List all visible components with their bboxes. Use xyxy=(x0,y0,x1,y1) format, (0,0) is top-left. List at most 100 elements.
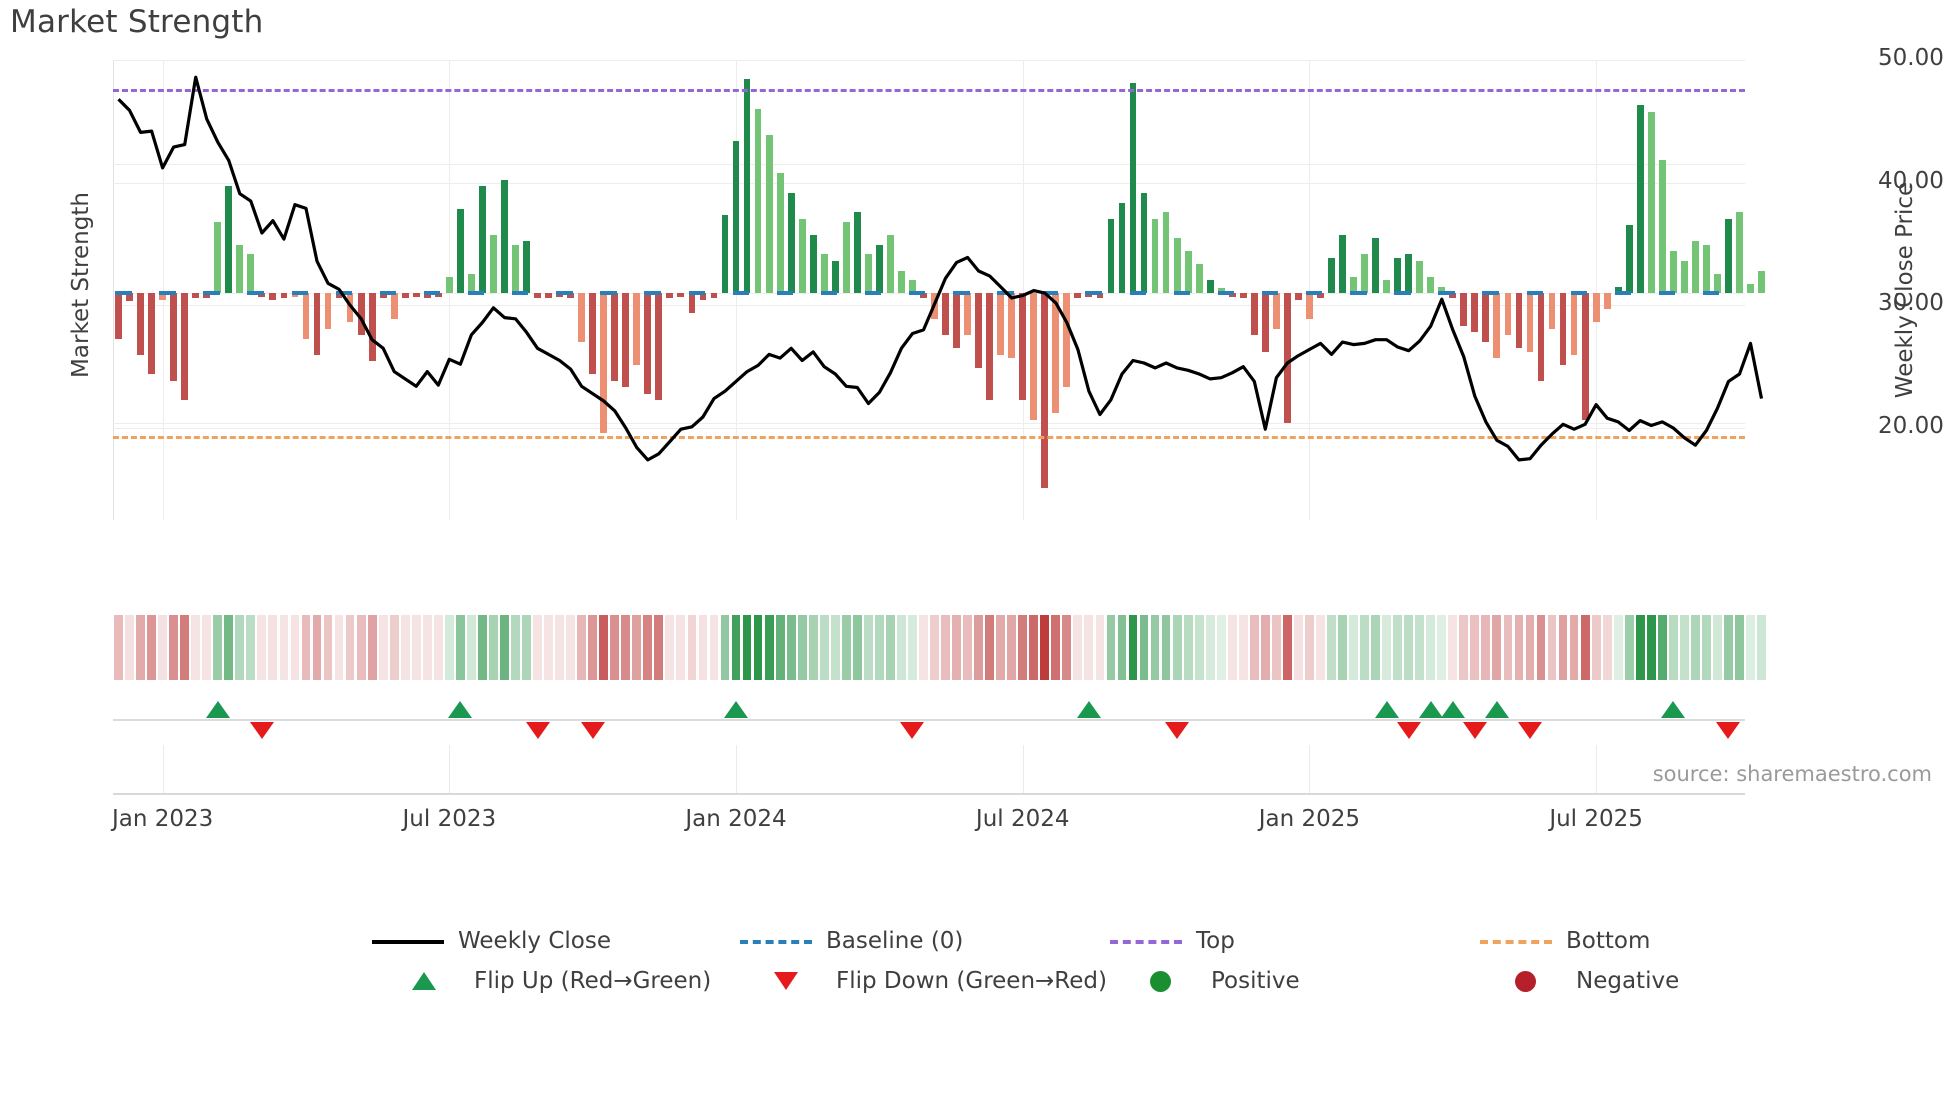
heatmap-cell-11 xyxy=(235,615,245,680)
heatmap-cell-91 xyxy=(1117,615,1127,680)
bar-3 xyxy=(148,293,155,375)
strength-heatmap-strip xyxy=(113,615,1766,680)
x-axis-line xyxy=(113,793,1745,795)
baseline-dash-36 xyxy=(512,291,529,296)
bar-41 xyxy=(567,293,575,299)
heatmap-cell-120 xyxy=(1437,615,1447,680)
baseline-dash-64 xyxy=(820,291,838,296)
heatmap-cell-10 xyxy=(224,615,234,680)
heatmap-cell-141 xyxy=(1668,615,1678,680)
legend-item-flip-up-red-green[interactable]: Flip Up (Red→Green) xyxy=(388,968,711,994)
legend-item-bottom[interactable]: Bottom xyxy=(1480,928,1650,954)
bar-68 xyxy=(864,254,872,294)
bar-37 xyxy=(523,241,530,294)
heatmap-cell-110 xyxy=(1327,615,1336,680)
y-tick-right-1: 40.00 xyxy=(1878,167,1944,194)
bar-129 xyxy=(1537,293,1545,381)
bar-118 xyxy=(1416,260,1424,294)
heatmap-cell-146 xyxy=(1724,615,1733,680)
bar-44 xyxy=(600,293,608,433)
baseline-dash-76 xyxy=(953,291,970,296)
legend-row-0: Weekly Close Baseline (0) Top Bottom xyxy=(0,928,1960,968)
x-tick-label-jul-2024: Jul 2024 xyxy=(975,806,1070,832)
heatmap-cell-57 xyxy=(742,615,752,680)
legend-row-1: Flip Up (Red→Green) Flip Down (Green→Red)… xyxy=(0,968,1960,1008)
reference-line-top xyxy=(113,89,1745,93)
bar-15 xyxy=(280,293,288,299)
x-gridline-5 xyxy=(1596,60,1598,520)
baseline-dash-24 xyxy=(379,291,397,296)
legend-item-flip-down-green-red[interactable]: Flip Down (Green→Red) xyxy=(750,968,1107,994)
legend-item-baseline-0[interactable]: Baseline (0) xyxy=(740,928,963,954)
heatmap-cell-39 xyxy=(544,615,553,680)
gridline-price-50.00 xyxy=(113,60,1745,61)
heatmap-cell-97 xyxy=(1183,615,1193,680)
x-tick-label-jan-2023: Jan 2023 xyxy=(111,806,214,832)
x-gridline-3 xyxy=(1022,60,1024,520)
bar-117 xyxy=(1405,254,1413,294)
legend-label: Flip Down (Green→Red) xyxy=(836,968,1107,994)
bar-66 xyxy=(842,221,850,294)
y-tick-right-2: 30.00 xyxy=(1878,290,1944,317)
legend-item-negative[interactable]: Negative xyxy=(1490,968,1679,994)
heatmap-cell-142 xyxy=(1679,615,1689,680)
bar-12 xyxy=(247,254,255,294)
x-tick-label-jul-2025: Jul 2025 xyxy=(1549,806,1643,832)
heatmap-cell-117 xyxy=(1404,615,1414,680)
heatmap-cell-72 xyxy=(908,615,917,680)
baseline-dash-96 xyxy=(1173,291,1191,296)
heatmap-cell-138 xyxy=(1635,615,1645,680)
baseline-dash-0 xyxy=(115,291,132,296)
heatmap-cell-42 xyxy=(577,615,587,680)
heatmap-cell-143 xyxy=(1690,615,1700,680)
legend-label: Flip Up (Red→Green) xyxy=(474,968,712,994)
bar-77 xyxy=(964,293,971,336)
baseline-dash-72 xyxy=(909,291,926,296)
bar-89 xyxy=(1096,293,1104,299)
bar-63 xyxy=(809,234,817,294)
heatmap-cell-61 xyxy=(786,615,796,680)
heatmap-cell-59 xyxy=(764,615,774,680)
bar-18 xyxy=(313,293,321,355)
legend-label: Bottom xyxy=(1566,928,1651,954)
bar-38 xyxy=(534,293,541,299)
heatmap-cell-105 xyxy=(1271,615,1281,680)
heatmap-cell-93 xyxy=(1139,615,1149,680)
bar-86 xyxy=(1063,293,1071,388)
legend-item-weekly-close[interactable]: Weekly Close xyxy=(372,928,611,954)
bar-112 xyxy=(1350,277,1357,294)
baseline-dash-32 xyxy=(467,291,485,296)
baseline-dash-112 xyxy=(1350,291,1367,296)
legend-item-positive[interactable]: Positive xyxy=(1125,968,1300,994)
bar-97 xyxy=(1184,251,1192,294)
heatmap-cell-126 xyxy=(1503,615,1513,680)
bar-147 xyxy=(1736,212,1743,294)
dashed-line-icon xyxy=(1480,931,1552,951)
bar-79 xyxy=(986,293,994,401)
solid-line-icon-glyph xyxy=(372,940,444,944)
bar-76 xyxy=(953,293,960,349)
bar-125 xyxy=(1493,293,1501,359)
bar-90 xyxy=(1107,218,1115,294)
heatmap-cell-98 xyxy=(1194,615,1204,680)
bar-130 xyxy=(1548,293,1556,329)
legend-item-top[interactable]: Top xyxy=(1110,928,1235,954)
flip-up-marker-2 xyxy=(724,701,749,718)
heatmap-cell-84 xyxy=(1040,615,1050,680)
baseline-dash-124 xyxy=(1482,291,1499,296)
heatmap-cell-74 xyxy=(930,615,939,680)
x-tick-label-jan-2025: Jan 2025 xyxy=(1258,806,1361,832)
heatmap-cell-58 xyxy=(753,615,763,680)
baseline-dash-48 xyxy=(644,291,661,296)
heatmap-cell-116 xyxy=(1393,615,1403,680)
heatmap-cell-35 xyxy=(500,615,509,680)
bar-80 xyxy=(997,293,1005,355)
heatmap-cell-9 xyxy=(213,615,223,680)
bar-20 xyxy=(335,293,343,299)
flip-down-marker-5 xyxy=(1396,722,1421,739)
heatmap-cell-137 xyxy=(1624,615,1634,680)
heatmap-cell-70 xyxy=(885,615,895,680)
heatmap-cell-66 xyxy=(841,615,851,680)
heatmap-cell-71 xyxy=(897,615,906,680)
flip-up-marker-5 xyxy=(1418,701,1443,718)
